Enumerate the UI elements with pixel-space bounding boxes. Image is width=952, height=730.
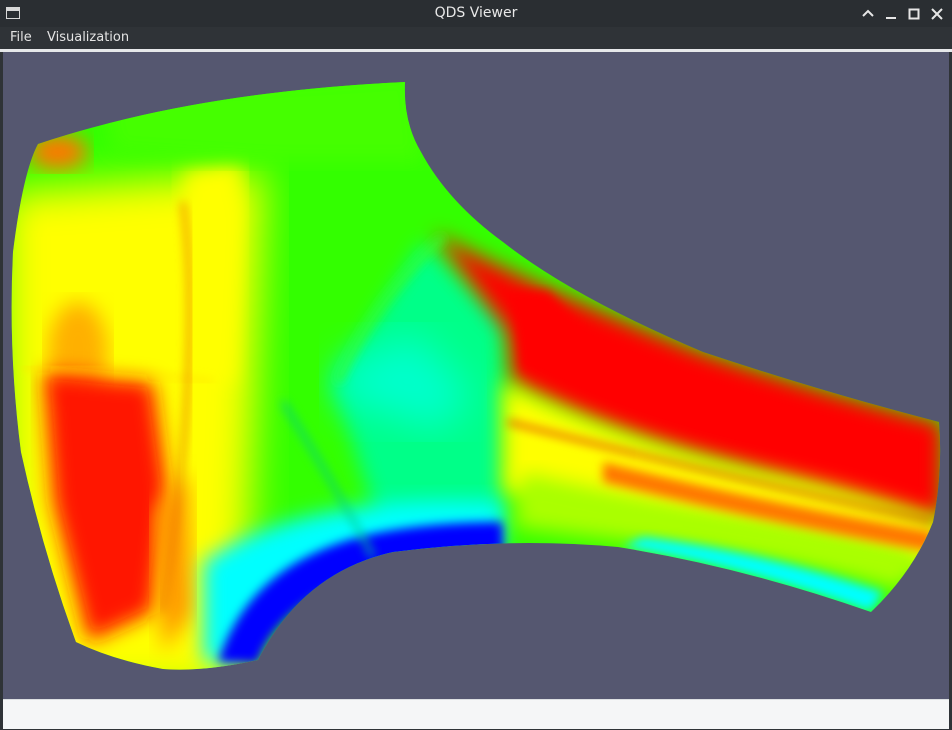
menu-visualization[interactable]: Visualization [47, 30, 130, 45]
menu-separator [0, 49, 952, 52]
surface-mesh [11, 82, 941, 670]
title-bar[interactable]: QDS Viewer [0, 0, 952, 27]
status-bar [3, 699, 949, 729]
chevron-down-icon[interactable] [857, 0, 879, 27]
menu-file[interactable]: File [10, 30, 32, 45]
surface-heatmap[interactable] [3, 52, 949, 699]
minimize-icon[interactable] [880, 0, 902, 27]
window-frame-right [949, 52, 952, 730]
close-icon[interactable] [926, 0, 948, 27]
app-window-icon[interactable] [6, 7, 20, 19]
maximize-icon[interactable] [903, 0, 925, 27]
window-title: QDS Viewer [434, 5, 518, 21]
render-viewport[interactable] [3, 52, 949, 699]
menu-bar: File Visualization [0, 27, 952, 49]
window-frame-left [0, 52, 3, 730]
